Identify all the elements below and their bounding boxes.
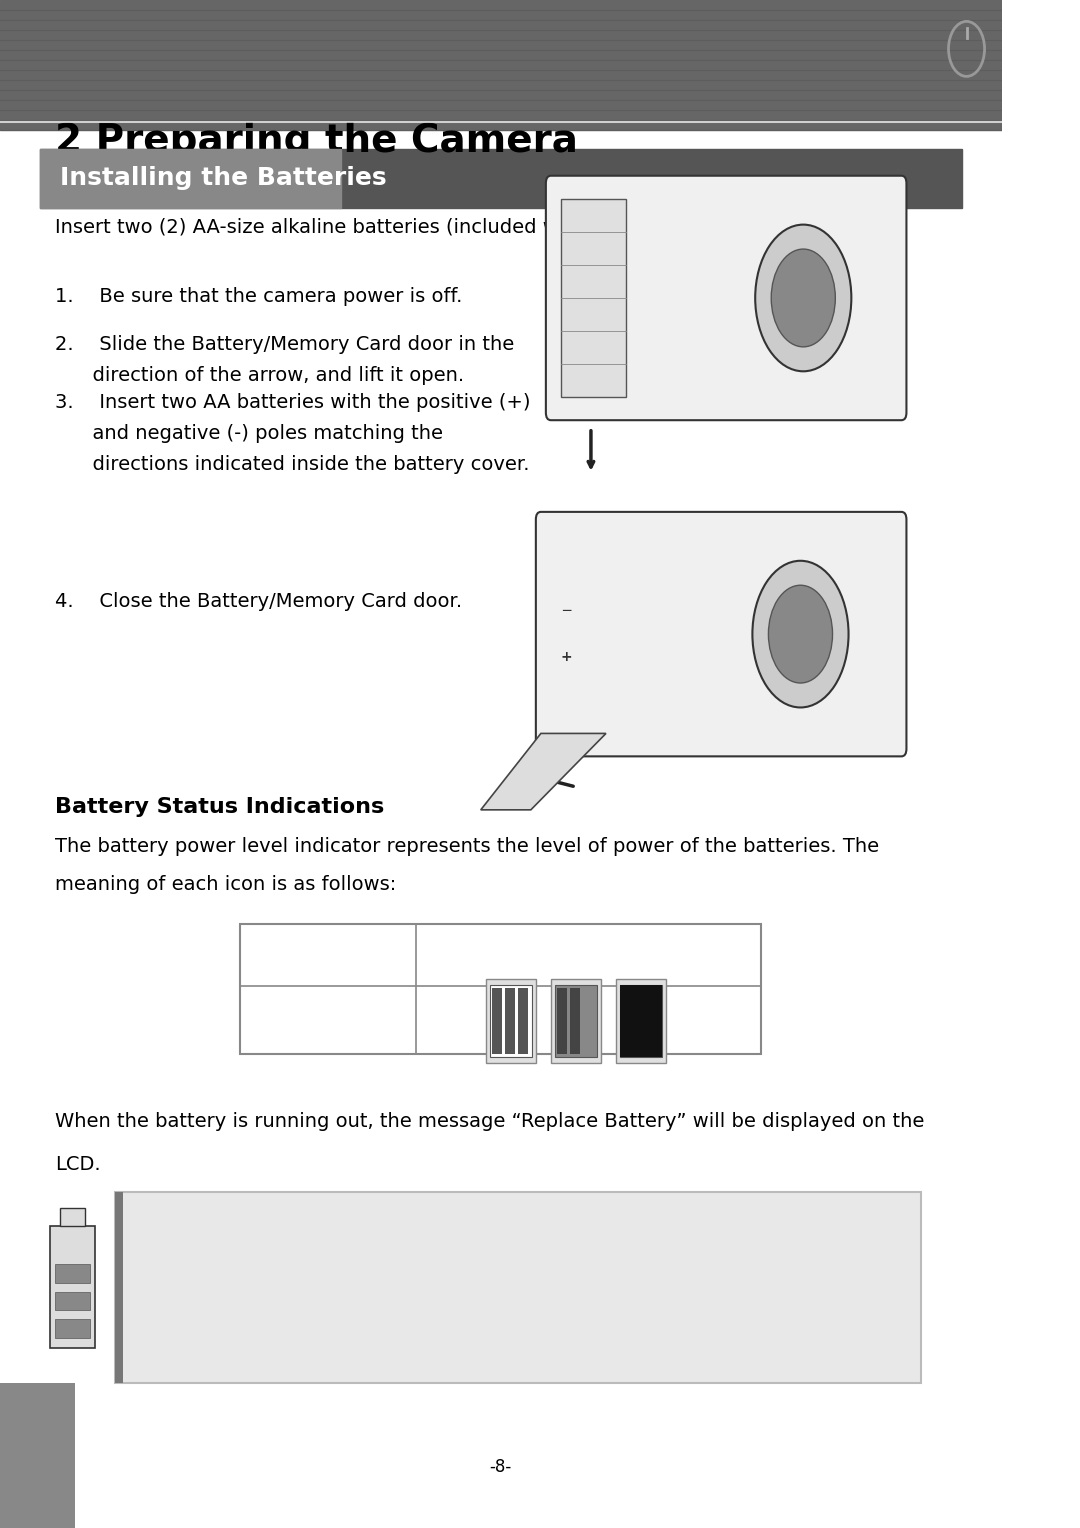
FancyBboxPatch shape bbox=[545, 176, 906, 420]
Bar bbox=[55, 1293, 90, 1311]
Text: If POWER button is pressed for over 1 second but the camera still does not
power: If POWER button is pressed for over 1 se… bbox=[140, 1230, 839, 1313]
Bar bbox=[241, 924, 761, 1054]
Text: Insert two (2) AA-size alkaline batteries (included with the camera): Insert two (2) AA-size alkaline batterie… bbox=[55, 219, 710, 237]
Text: 2.  Slide the Battery/Memory Card door in the
      direction of the arrow, and : 2. Slide the Battery/Memory Card door in… bbox=[55, 335, 514, 385]
Bar bbox=[489, 986, 531, 1057]
Bar bbox=[116, 1192, 921, 1383]
Bar bbox=[0, 1383, 76, 1528]
Polygon shape bbox=[481, 733, 606, 810]
Bar bbox=[551, 979, 600, 1063]
Bar bbox=[620, 986, 662, 1057]
Text: The battery power level indicator represents the level of power of the batteries: The battery power level indicator repres… bbox=[55, 837, 879, 856]
Text: When the battery is running out, the message “Replace Battery” will be displayed: When the battery is running out, the mes… bbox=[55, 1112, 924, 1131]
Circle shape bbox=[755, 225, 851, 371]
Text: -8-: -8- bbox=[489, 1458, 512, 1476]
Bar bbox=[55, 1320, 90, 1339]
Bar bbox=[40, 150, 340, 208]
Text: LCD.: LCD. bbox=[55, 1155, 100, 1174]
Text: +: + bbox=[561, 649, 571, 665]
Text: 1.  Be sure that the camera power is off.: 1. Be sure that the camera power is off. bbox=[55, 287, 462, 306]
Bar bbox=[504, 989, 515, 1054]
Bar bbox=[60, 1207, 85, 1225]
Text: Installing the Batteries: Installing the Batteries bbox=[60, 167, 387, 191]
Bar bbox=[0, 0, 1001, 130]
Circle shape bbox=[753, 561, 849, 707]
Bar bbox=[55, 1265, 90, 1284]
Bar bbox=[620, 986, 662, 1057]
Bar bbox=[557, 989, 567, 1054]
Bar bbox=[570, 989, 580, 1054]
Text: Battery Status Indications: Battery Status Indications bbox=[55, 798, 384, 817]
Text: 3.  Insert two AA batteries with the positive (+)
      and negative (-) poles m: 3. Insert two AA batteries with the posi… bbox=[55, 393, 530, 474]
Bar bbox=[517, 989, 528, 1054]
Text: 2 Preparing the Camera: 2 Preparing the Camera bbox=[55, 122, 578, 160]
Bar bbox=[561, 199, 626, 397]
Bar bbox=[40, 150, 961, 208]
Text: Low: Low bbox=[726, 946, 761, 964]
Text: High: High bbox=[456, 946, 497, 964]
Bar bbox=[50, 1225, 95, 1349]
Text: ─: ─ bbox=[562, 604, 570, 619]
Text: Indicator: Indicator bbox=[251, 1012, 330, 1028]
Circle shape bbox=[771, 249, 835, 347]
Bar bbox=[486, 979, 536, 1063]
Text: 4.  Close the Battery/Memory Card door.: 4. Close the Battery/Memory Card door. bbox=[55, 593, 462, 611]
Text: meaning of each icon is as follows:: meaning of each icon is as follows: bbox=[55, 876, 396, 894]
FancyBboxPatch shape bbox=[536, 512, 906, 756]
Bar bbox=[555, 986, 597, 1057]
Circle shape bbox=[768, 585, 833, 683]
Text: Charge Level: Charge Level bbox=[251, 946, 368, 964]
Bar bbox=[491, 989, 502, 1054]
Bar bbox=[616, 979, 666, 1063]
Bar bbox=[116, 1192, 123, 1383]
